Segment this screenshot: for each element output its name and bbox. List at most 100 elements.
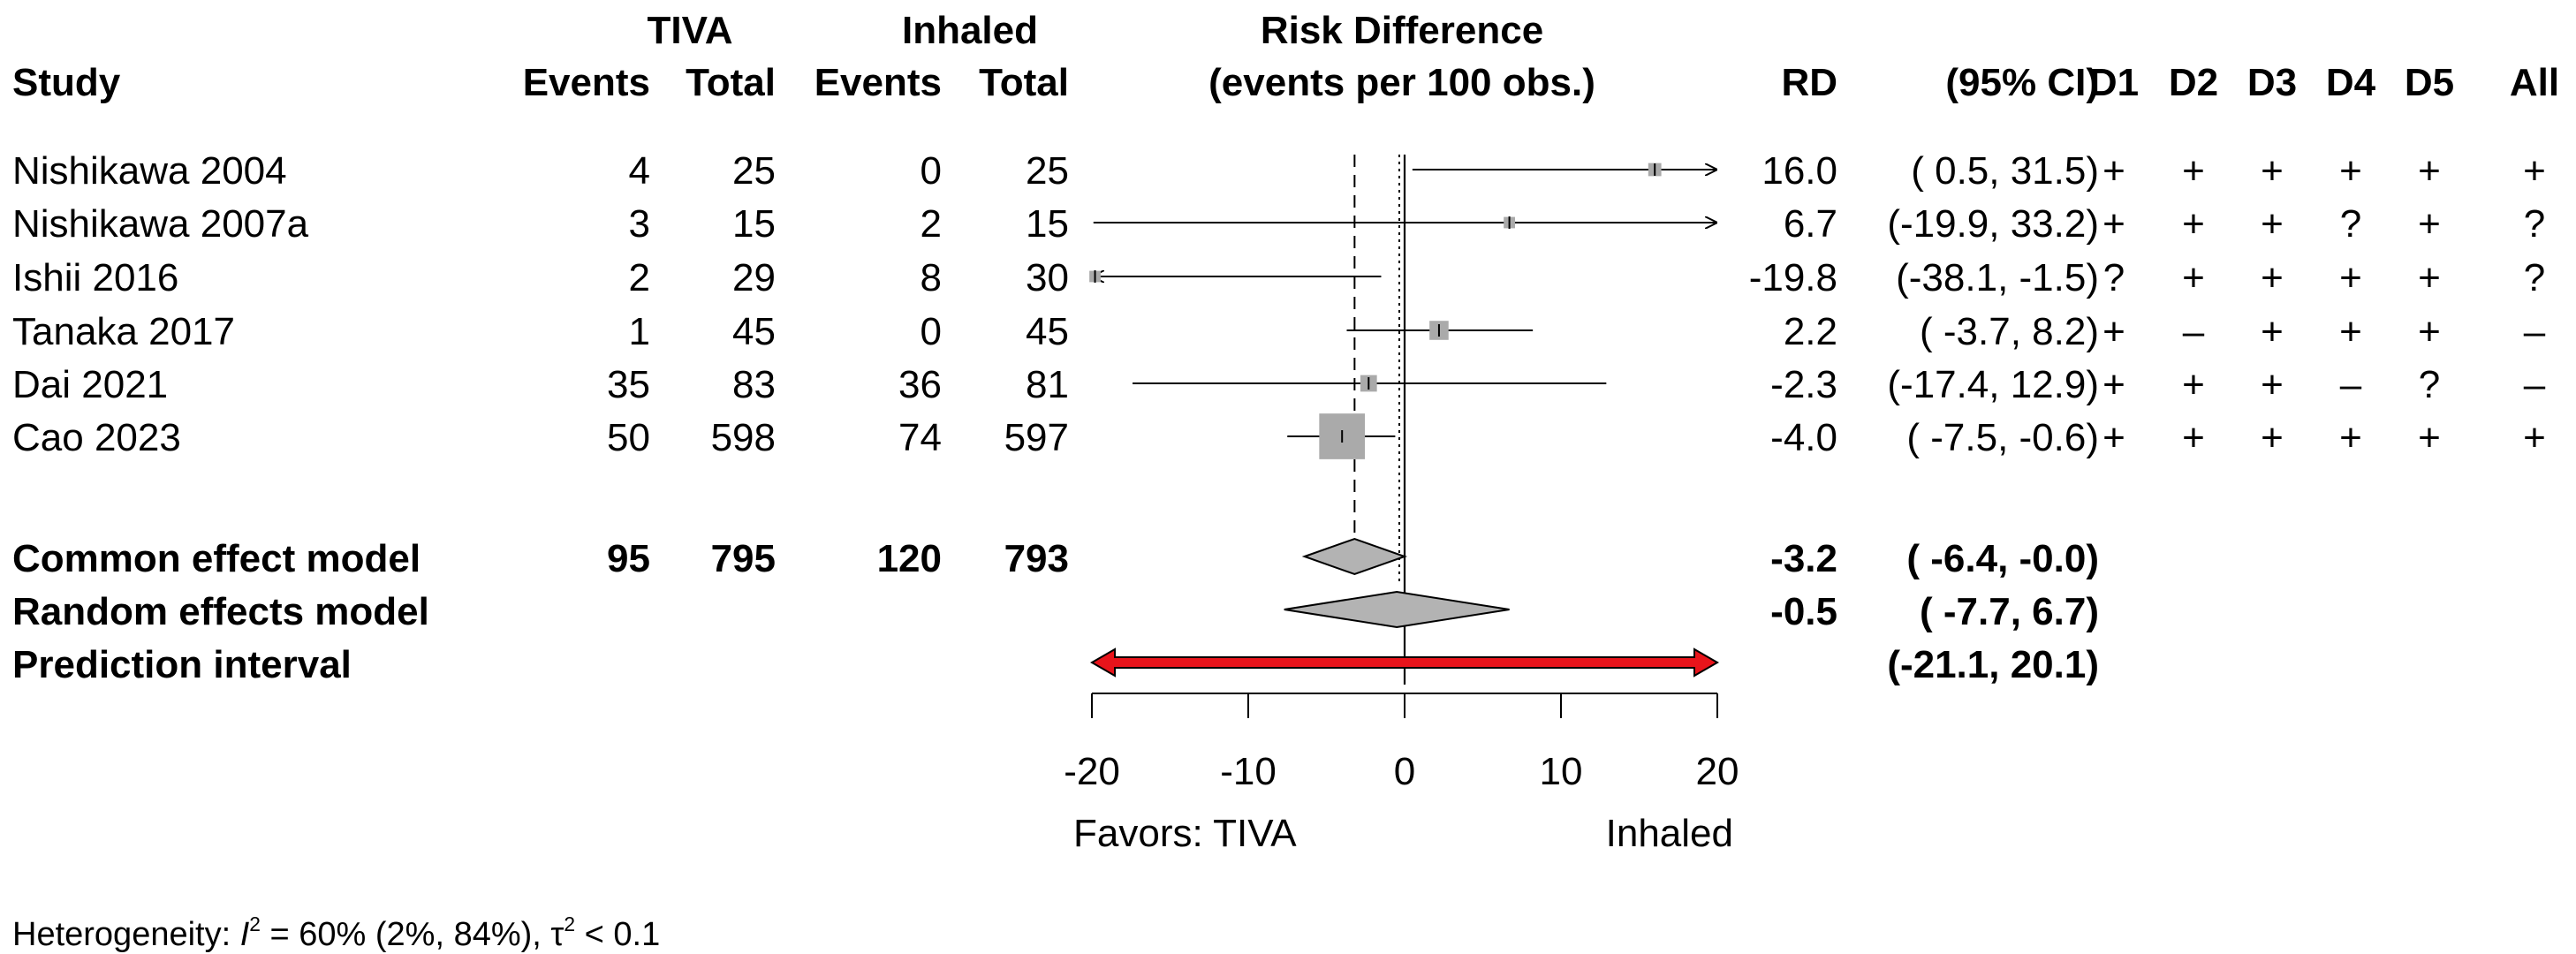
study-ci: (-38.1, -1.5) — [1896, 256, 2099, 299]
study-rd: 6.7 — [1783, 202, 1837, 246]
study-events-tiva: 50 — [607, 416, 650, 459]
bias-judgement: + — [2261, 310, 2284, 353]
bias-judgement: ? — [2418, 363, 2441, 406]
axis-tick-label: 20 — [1695, 750, 1739, 793]
header-study: Study — [12, 61, 121, 104]
bias-judgement: + — [2523, 149, 2546, 193]
header-ci: (95% CI) — [1945, 61, 2099, 104]
heterogeneity-prefix: Heterogeneity: — [12, 915, 240, 953]
prediction-interval-bar — [1089, 647, 1720, 678]
bias-judgement: + — [2523, 416, 2546, 459]
i2-value: = 60% (2%, 84%), — [260, 915, 551, 953]
bias-judgement: + — [2339, 416, 2362, 459]
heterogeneity-note: Heterogeneity: I2 = 60% (2%, 84%), τ2 < … — [12, 914, 660, 951]
header-bias-domain: D4 — [2325, 61, 2376, 104]
header-plot-subtitle: (events per 100 obs.) — [1208, 61, 1595, 104]
header-bias-domain: D3 — [2246, 61, 2298, 104]
bias-judgement: + — [2261, 363, 2284, 406]
prediction-label: Prediction interval — [12, 643, 352, 686]
bias-judgement: + — [2182, 202, 2205, 246]
study-events-tiva: 35 — [607, 363, 650, 406]
bias-judgement: + — [2418, 310, 2441, 353]
study-total-inhaled: 25 — [1026, 149, 1069, 193]
header-events-inhaled: Events — [814, 61, 942, 104]
header-total-tiva: Total — [686, 61, 776, 104]
study-events-inhaled: 74 — [898, 416, 942, 459]
bias-judgement: ? — [2339, 202, 2362, 246]
axis-favors-left: Favors: TIVA — [1073, 812, 1297, 855]
common-label: Common effect model — [12, 537, 421, 580]
study-total-inhaled: 30 — [1026, 256, 1069, 299]
study-name: Tanaka 2017 — [12, 310, 235, 353]
study-total-inhaled: 15 — [1026, 202, 1069, 246]
bias-judgement: – — [2523, 363, 2546, 406]
i2-superscript: 2 — [249, 912, 261, 935]
bias-judgement: + — [2102, 310, 2125, 353]
bias-judgement: + — [2339, 256, 2362, 299]
study-events-inhaled: 2 — [920, 202, 942, 246]
study-total-inhaled: 45 — [1026, 310, 1069, 353]
common-effect-diamond — [1301, 537, 1408, 576]
axis-tick-label: -20 — [1064, 750, 1120, 793]
study-name: Dai 2021 — [12, 363, 169, 406]
header-rd: RD — [1781, 61, 1837, 104]
bias-judgement: + — [2418, 149, 2441, 193]
bias-judgement: + — [2339, 310, 2362, 353]
common-total-inhaled: 793 — [1004, 537, 1069, 580]
bias-judgement: + — [2261, 149, 2284, 193]
common-events-tiva: 95 — [607, 537, 650, 580]
study-events-tiva: 4 — [628, 149, 650, 193]
bias-judgement: ? — [2102, 256, 2125, 299]
bias-judgement: + — [2182, 256, 2205, 299]
bias-judgement: – — [2339, 363, 2362, 406]
study-total-tiva: 15 — [732, 202, 776, 246]
axis-tick-label: 10 — [1539, 750, 1583, 793]
bias-judgement: + — [2261, 202, 2284, 246]
axis-favors-right: Inhaled — [1605, 812, 1733, 855]
study-events-inhaled: 36 — [898, 363, 942, 406]
study-name: Nishikawa 2004 — [12, 149, 287, 193]
study-rd: -2.3 — [1770, 363, 1837, 406]
prediction-ci: (-21.1, 20.1) — [1887, 643, 2099, 686]
bias-judgement: + — [2102, 149, 2125, 193]
bias-judgement: + — [2182, 149, 2205, 193]
bias-judgement: + — [2182, 363, 2205, 406]
study-name: Cao 2023 — [12, 416, 181, 459]
bias-judgement: + — [2418, 416, 2441, 459]
common-events-inhaled: 120 — [876, 537, 942, 580]
tau-symbol: τ — [550, 915, 564, 953]
axis-tick-label: 0 — [1393, 750, 1416, 793]
study-rd: 2.2 — [1783, 310, 1837, 353]
random-label: Random effects model — [12, 590, 429, 633]
study-total-tiva: 598 — [710, 416, 776, 459]
header-events-tiva: Events — [522, 61, 650, 104]
common-rd: -3.2 — [1770, 537, 1837, 580]
bias-judgement: ? — [2523, 202, 2546, 246]
bias-judgement: + — [2339, 149, 2362, 193]
header-group-inhaled: Inhaled — [901, 9, 1039, 52]
bias-judgement: + — [2102, 363, 2125, 406]
study-events-tiva: 2 — [628, 256, 650, 299]
study-events-inhaled: 8 — [920, 256, 942, 299]
study-name: Ishii 2016 — [12, 256, 179, 299]
i2-symbol: I — [239, 915, 250, 953]
study-events-tiva: 1 — [628, 310, 650, 353]
bias-judgement: + — [2418, 256, 2441, 299]
bias-judgement: + — [2182, 416, 2205, 459]
study-ci: (-19.9, 33.2) — [1887, 202, 2099, 246]
axis-tick-label: -10 — [1220, 750, 1277, 793]
header-bias-domain: All — [2509, 61, 2560, 104]
study-events-inhaled: 0 — [920, 310, 942, 353]
header-plot-title: Risk Difference — [1260, 9, 1544, 52]
bias-judgement: – — [2523, 310, 2546, 353]
tau-superscript: 2 — [564, 912, 576, 935]
bias-judgement: – — [2182, 310, 2205, 353]
study-name: Nishikawa 2007a — [12, 202, 309, 246]
bias-judgement: ? — [2523, 256, 2546, 299]
study-total-inhaled: 597 — [1004, 416, 1069, 459]
header-bias-domain: D2 — [2168, 61, 2219, 104]
common-ci: ( -6.4, -0.0) — [1906, 537, 2099, 580]
study-ci: (-17.4, 12.9) — [1887, 363, 2099, 406]
tau-value: < 0.1 — [575, 915, 661, 953]
